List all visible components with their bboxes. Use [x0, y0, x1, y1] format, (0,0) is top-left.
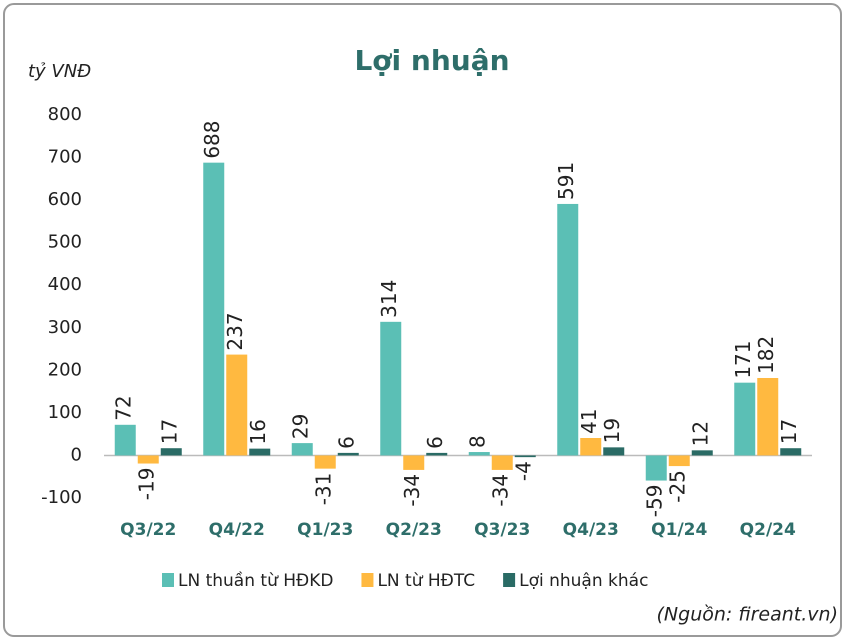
bar [249, 448, 271, 456]
data-label: -34 [489, 474, 513, 507]
data-label: 182 [754, 336, 778, 374]
data-label: 237 [223, 312, 247, 350]
y-tick-label: 700 [48, 147, 82, 168]
data-label: 17 [777, 419, 801, 444]
bar [337, 452, 359, 456]
bar [691, 450, 713, 456]
legend-swatch [162, 573, 174, 587]
data-label: 171 [731, 340, 755, 378]
legend-label: LN từ HĐTC [377, 571, 475, 591]
data-label: 6 [423, 436, 447, 449]
data-label: -4 [512, 461, 536, 481]
x-tick-label: Q4/22 [209, 520, 265, 540]
data-label: 591 [554, 162, 578, 200]
legend-swatch [503, 573, 516, 587]
bar [757, 377, 779, 456]
bar [668, 455, 690, 467]
chart-frame [3, 3, 842, 637]
x-tick-label: Q4/23 [563, 520, 619, 540]
data-label: 41 [577, 409, 601, 434]
bar [426, 452, 448, 456]
bar [557, 203, 579, 456]
data-label: -25 [666, 470, 690, 503]
y-tick-label: 0 [71, 444, 82, 465]
legend-swatch [361, 573, 374, 587]
bar [114, 424, 136, 456]
bar [603, 447, 625, 456]
data-label: -31 [312, 473, 336, 506]
y-axis-label: tỷ VNĐ [28, 61, 91, 82]
data-label: 19 [600, 418, 624, 443]
bar [226, 354, 248, 456]
bar [203, 162, 225, 456]
data-label: 17 [158, 419, 182, 444]
y-tick-label: 800 [48, 104, 82, 125]
bar [380, 321, 402, 456]
bar [491, 455, 513, 470]
bar [645, 455, 667, 481]
x-tick-label: Q2/24 [740, 520, 796, 540]
y-tick-label: 500 [48, 232, 82, 253]
legend-label: Lợi nhuận khác [519, 571, 648, 591]
legend-label: LN thuần từ HĐKD [178, 570, 333, 591]
y-tick-label: 600 [48, 189, 82, 210]
bar [314, 455, 336, 469]
data-label: 8 [466, 435, 490, 448]
bar [291, 443, 313, 456]
data-label: 29 [289, 414, 313, 439]
data-label: -59 [643, 485, 667, 518]
chart-title: Lợi nhuận [354, 44, 509, 77]
data-label: 12 [689, 421, 713, 446]
x-tick-label: Q1/23 [297, 520, 353, 540]
x-tick-label: Q2/23 [386, 520, 442, 540]
y-tick-label: -100 [41, 487, 82, 508]
data-label: -19 [135, 468, 159, 501]
y-tick-label: 100 [48, 402, 82, 423]
y-tick-label: 300 [48, 317, 82, 338]
data-label: 688 [200, 120, 224, 158]
y-tick-label: 200 [48, 359, 82, 380]
bar [468, 452, 490, 456]
bar [734, 382, 756, 456]
data-label: 6 [335, 436, 359, 449]
bar [403, 455, 425, 470]
data-label: -34 [400, 474, 424, 507]
y-tick-label: 400 [48, 274, 82, 295]
bar [137, 455, 159, 464]
x-tick-label: Q3/23 [474, 520, 530, 540]
x-tick-label: Q3/22 [120, 520, 176, 540]
data-label: 16 [246, 419, 270, 444]
data-label: 72 [112, 395, 136, 420]
data-label: 314 [377, 280, 401, 318]
bar [780, 448, 802, 456]
source: (Nguồn: fireant.vn) [657, 604, 838, 626]
bar [514, 455, 536, 458]
bar [160, 448, 182, 456]
bar [580, 437, 602, 456]
x-tick-label: Q1/24 [651, 520, 707, 540]
